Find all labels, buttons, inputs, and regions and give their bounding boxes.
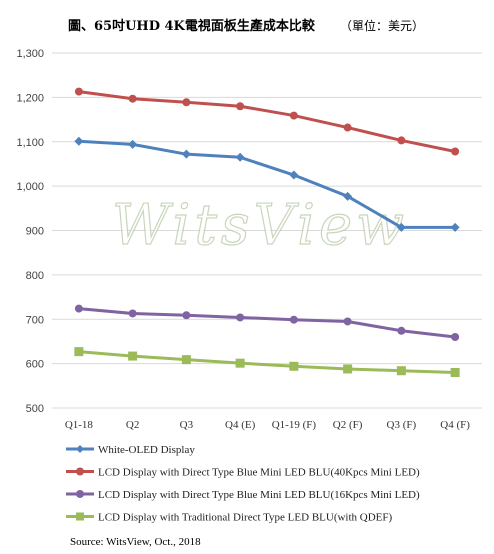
data-point	[74, 87, 83, 96]
y-axis-ticks: 500 600 700 800 900 1,000 1,100 1,200 1,300	[16, 48, 44, 415]
legend-label: White-OLED Display	[98, 444, 195, 456]
series-3	[74, 304, 460, 341]
x-tick-label: Q4 (E)	[225, 419, 256, 431]
data-point	[289, 170, 299, 180]
y-tick-label: 900	[26, 226, 44, 238]
x-tick-label: Q1-19 (F)	[272, 419, 317, 431]
legend-label: LCD Display with Traditional Direct Type…	[98, 512, 393, 524]
x-tick-label: Q4 (F)	[440, 419, 470, 431]
chart-title-text: 圖、65吋UHD 4K電視面板生產成本比較	[68, 18, 316, 34]
y-tick-label: 800	[26, 270, 44, 282]
y-tick-label: 1,000	[16, 181, 44, 193]
data-point	[128, 139, 138, 149]
legend: White-OLED Display LCD Display with Direc…	[66, 444, 420, 524]
data-point	[76, 467, 84, 476]
series-2	[74, 87, 460, 156]
x-tick-label: Q2 (F)	[333, 419, 363, 431]
chart-title-unit: （單位：美元）	[340, 18, 424, 33]
series-line	[78, 139, 456, 229]
source-note: Source: WitsView, Oct., 2018	[70, 536, 201, 548]
chart-title: 圖、65吋UHD 4K電視面板生產成本比較 （單位：美元）	[68, 18, 424, 34]
x-tick-label: Q3 (F)	[387, 419, 417, 431]
data-point	[128, 351, 138, 361]
data-point	[236, 313, 245, 322]
data-point	[450, 222, 460, 232]
x-tick-label: Q1-18	[65, 419, 94, 431]
data-point	[450, 368, 460, 377]
series-4	[74, 347, 460, 377]
y-tick-label: 600	[26, 359, 44, 371]
y-tick-label: 700	[26, 314, 44, 326]
data-point	[343, 191, 353, 201]
data-point	[74, 304, 83, 313]
data-point	[128, 309, 137, 318]
data-point	[289, 361, 299, 371]
data-point	[76, 490, 84, 498]
data-point	[343, 364, 353, 374]
legend-item: White-OLED Display	[66, 444, 195, 456]
data-point	[396, 366, 406, 376]
data-point	[397, 136, 406, 145]
series-1	[74, 136, 460, 232]
data-point	[128, 94, 137, 103]
watermark: WitsView	[112, 193, 408, 258]
y-tick-label: 1,200	[16, 92, 44, 104]
data-point	[181, 355, 191, 365]
legend-item: LCD Display with Direct Type Blue Mini L…	[66, 489, 420, 501]
data-point	[289, 315, 298, 324]
x-tick-label: Q3	[180, 419, 194, 431]
data-point	[343, 123, 352, 132]
data-point	[76, 512, 84, 521]
data-point	[343, 317, 352, 326]
series-line	[78, 307, 456, 339]
data-point	[182, 311, 191, 320]
legend-item: LCD Display with Traditional Direct Type…	[66, 512, 393, 524]
data-point	[236, 102, 245, 111]
data-point	[235, 152, 245, 162]
data-point	[396, 222, 406, 232]
y-tick-label: 1,300	[16, 48, 44, 60]
legend-item: LCD Display with Direct Type Blue Mini L…	[66, 467, 420, 479]
gridlines	[52, 52, 482, 409]
data-point	[289, 111, 298, 120]
data-point	[451, 147, 460, 156]
series-line	[78, 90, 456, 153]
series-layer	[74, 87, 460, 377]
data-point	[74, 347, 84, 357]
data-point	[181, 149, 191, 159]
series-line	[78, 350, 456, 374]
data-point	[451, 333, 460, 341]
data-point	[235, 358, 245, 368]
x-axis-ticks: Q1-18 Q2 Q3 Q4 (E) Q1-19 (F) Q2 (F) Q3 (F) Q4 (…	[65, 419, 470, 431]
y-tick-label: 1,100	[16, 137, 44, 149]
legend-label: LCD Display with Direct Type Blue Mini L…	[98, 467, 420, 479]
x-tick-label: Q2	[126, 419, 139, 431]
y-tick-label: 500	[26, 403, 44, 415]
data-point	[76, 445, 84, 453]
data-point	[182, 98, 191, 107]
legend-label: LCD Display with Direct Type Blue Mini L…	[98, 489, 420, 501]
data-point	[397, 326, 406, 335]
data-point	[74, 136, 84, 146]
